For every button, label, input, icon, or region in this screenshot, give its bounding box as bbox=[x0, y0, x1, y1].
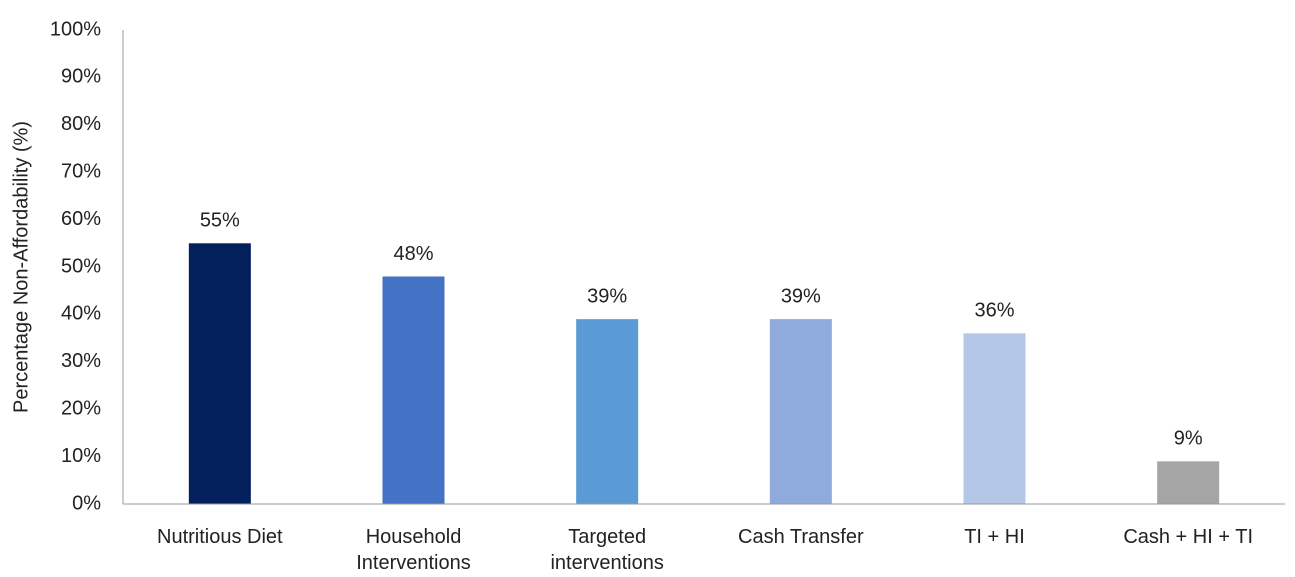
x-tick-label: Cash Transfer bbox=[738, 526, 864, 548]
data-label: 55% bbox=[200, 210, 240, 232]
bar bbox=[188, 243, 251, 505]
bar bbox=[769, 319, 832, 504]
y-tick-label: 10% bbox=[61, 445, 101, 467]
x-tick-label: Nutritious Diet bbox=[157, 526, 283, 548]
y-tick-label: 100% bbox=[50, 18, 101, 40]
data-label: 39% bbox=[781, 285, 821, 307]
x-tick-label: Cash + HI + TI bbox=[1123, 526, 1253, 548]
x-tick-label: Targeted interventions bbox=[550, 526, 664, 574]
y-axis-title: Percentage Non-Affordability (%) bbox=[10, 121, 32, 413]
y-tick-label: 60% bbox=[61, 208, 101, 230]
y-tick-label: 40% bbox=[61, 303, 101, 325]
y-tick-label: 20% bbox=[61, 397, 101, 419]
y-tick-label: 50% bbox=[61, 255, 101, 277]
x-tick-label: TI + HI bbox=[964, 526, 1025, 548]
y-tick-label: 90% bbox=[61, 66, 101, 88]
data-label: 39% bbox=[587, 285, 627, 307]
bar bbox=[576, 319, 639, 504]
y-tick-label: 80% bbox=[61, 113, 101, 135]
y-tick-label: 70% bbox=[61, 160, 101, 182]
data-label: 9% bbox=[1174, 428, 1203, 450]
x-tick-label: Household Interventions bbox=[356, 526, 471, 574]
bar bbox=[382, 276, 445, 504]
data-label: 36% bbox=[974, 300, 1014, 322]
data-label: 48% bbox=[393, 243, 433, 265]
y-tick-label: 0% bbox=[72, 492, 101, 514]
bar bbox=[1157, 461, 1220, 504]
y-tick-label: 30% bbox=[61, 350, 101, 372]
bar bbox=[963, 333, 1026, 504]
